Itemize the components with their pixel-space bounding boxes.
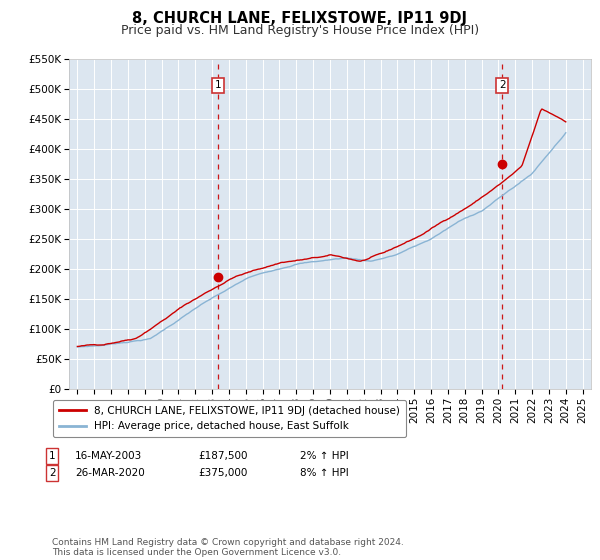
Text: 26-MAR-2020: 26-MAR-2020 bbox=[75, 468, 145, 478]
Text: £187,500: £187,500 bbox=[198, 451, 248, 461]
Text: 16-MAY-2003: 16-MAY-2003 bbox=[75, 451, 142, 461]
Text: Contains HM Land Registry data © Crown copyright and database right 2024.
This d: Contains HM Land Registry data © Crown c… bbox=[52, 538, 404, 557]
Text: 8, CHURCH LANE, FELIXSTOWE, IP11 9DJ: 8, CHURCH LANE, FELIXSTOWE, IP11 9DJ bbox=[133, 11, 467, 26]
Text: 2: 2 bbox=[49, 468, 56, 478]
Text: 1: 1 bbox=[215, 80, 221, 90]
Text: 8% ↑ HPI: 8% ↑ HPI bbox=[300, 468, 349, 478]
Text: 2: 2 bbox=[499, 80, 506, 90]
Text: 2% ↑ HPI: 2% ↑ HPI bbox=[300, 451, 349, 461]
Text: 1: 1 bbox=[49, 451, 56, 461]
Text: £375,000: £375,000 bbox=[198, 468, 247, 478]
Legend: 8, CHURCH LANE, FELIXSTOWE, IP11 9DJ (detached house), HPI: Average price, detac: 8, CHURCH LANE, FELIXSTOWE, IP11 9DJ (de… bbox=[53, 400, 406, 437]
Text: Price paid vs. HM Land Registry's House Price Index (HPI): Price paid vs. HM Land Registry's House … bbox=[121, 24, 479, 36]
